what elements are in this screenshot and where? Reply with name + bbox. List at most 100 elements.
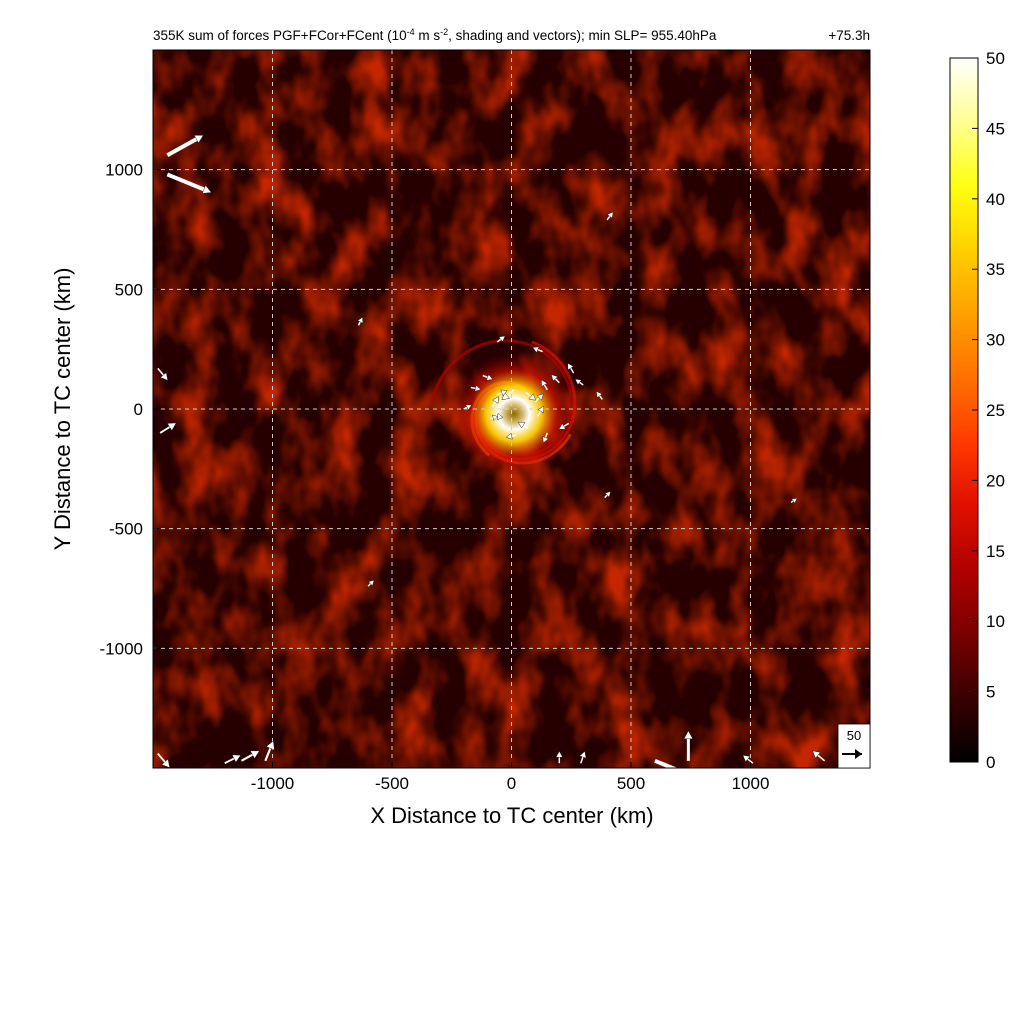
vector-head [542,436,549,444]
force-vectors [157,135,826,788]
vector-head [201,184,212,194]
vector-head [579,750,587,759]
vector-head [555,750,563,758]
force-vector [542,432,549,444]
x-axis-ticks: -1000 -500 0 500 1000 [251,762,770,793]
force-vector [742,754,754,764]
vector-head [567,362,574,371]
colorbar-tick-label: 10 [986,612,1005,631]
vector-head [249,750,260,759]
x-tick-label: -500 [375,774,409,793]
colorbar-ticks: 0 5 10 15 20 25 30 35 40 45 50 [972,49,1005,772]
force-vector [240,750,260,762]
vector-head [465,404,473,411]
vector-head [596,391,603,399]
force-vector [517,421,529,429]
x-tick-label: 1000 [732,774,770,793]
force-vector [574,378,584,386]
force-vector [264,740,275,762]
reference-box [837,723,871,769]
force-vector [812,750,826,762]
force-vector [491,396,499,407]
y-tick-label: -1000 [100,639,143,658]
force-vector [496,389,508,397]
vector-head [486,374,494,381]
colorbar-tick-label: 25 [986,401,1005,420]
title-exp1: -4 [407,27,415,37]
vector-head [606,211,614,219]
vector-head [574,378,582,386]
vector-head [265,740,275,751]
vector-shaft [654,758,678,768]
colorbar-tick-label: 20 [986,471,1005,490]
force-vector [555,750,563,764]
force-vector [496,335,506,343]
vector-head [231,754,242,763]
vector-head [357,316,363,324]
force-vector [790,498,798,504]
colorbar-tick-label: 15 [986,542,1005,561]
vector-head [501,392,510,401]
vector-head [537,405,545,414]
vector-head [791,498,798,504]
chart-title: 355K sum of forces PGF+FCor+FCent (10-4 … [153,27,717,43]
colorbar-tick-label: 5 [986,683,995,702]
vector-head [558,423,566,430]
vector-head [551,374,559,382]
y-tick-label: 500 [115,280,143,299]
force-vector [463,404,473,411]
colorbar-tick-label: 0 [986,753,995,772]
force-vector [534,393,544,403]
title-suffix: , shading and vectors); min SLP= 955.40h… [448,28,717,43]
force-vector [606,211,614,221]
vector-head [742,754,751,763]
vector-head [536,393,544,401]
reference-vector-box: 50 [837,723,871,769]
colorbar-tick-label: 50 [986,49,1005,68]
force-vector [501,389,515,401]
title-exp2: -2 [440,27,448,37]
force-vector [532,346,543,353]
title-prefix: 355K sum of forces PGF+FCor+FCent (10 [153,28,407,43]
force-vector [567,362,575,374]
title-mid: m s [415,28,441,43]
force-vector [579,750,587,764]
x-tick-label: 500 [617,774,645,793]
vector-head [161,758,171,768]
vector-head [368,579,375,587]
force-vector [357,316,363,326]
colorbar-tick-label: 40 [986,190,1005,209]
force-vector [505,432,517,440]
colorbar-tick-label: 45 [986,119,1005,138]
force-vector [596,391,603,400]
plot-area [153,50,870,788]
eyewall-maximum [451,351,577,476]
vector-head [498,335,506,343]
vector-head [492,414,499,421]
vector-head [528,393,537,401]
force-vector [654,758,719,788]
force-vector [551,374,560,384]
vector-head [160,372,169,381]
vector-shaft [166,135,201,158]
force-vector [558,422,570,430]
force-vector [166,172,212,194]
force-vector [224,754,242,765]
vector-head [683,730,694,740]
force-vector [604,491,612,499]
vector-head [532,346,540,353]
colorbar-tick-label: 35 [986,260,1005,279]
vector-shaft [166,172,208,193]
force-vector [157,367,169,381]
y-tick-label: -500 [109,520,143,539]
x-tick-label: 0 [507,774,516,793]
vector-head [604,491,612,498]
force-vector [367,579,375,587]
force-vector [470,385,482,392]
vector-head [812,750,821,759]
colorbar: 0 5 10 15 20 25 30 35 40 45 50 [949,49,1005,772]
vector-head [710,780,719,788]
vector-head [492,396,499,404]
vector-head [500,389,508,397]
